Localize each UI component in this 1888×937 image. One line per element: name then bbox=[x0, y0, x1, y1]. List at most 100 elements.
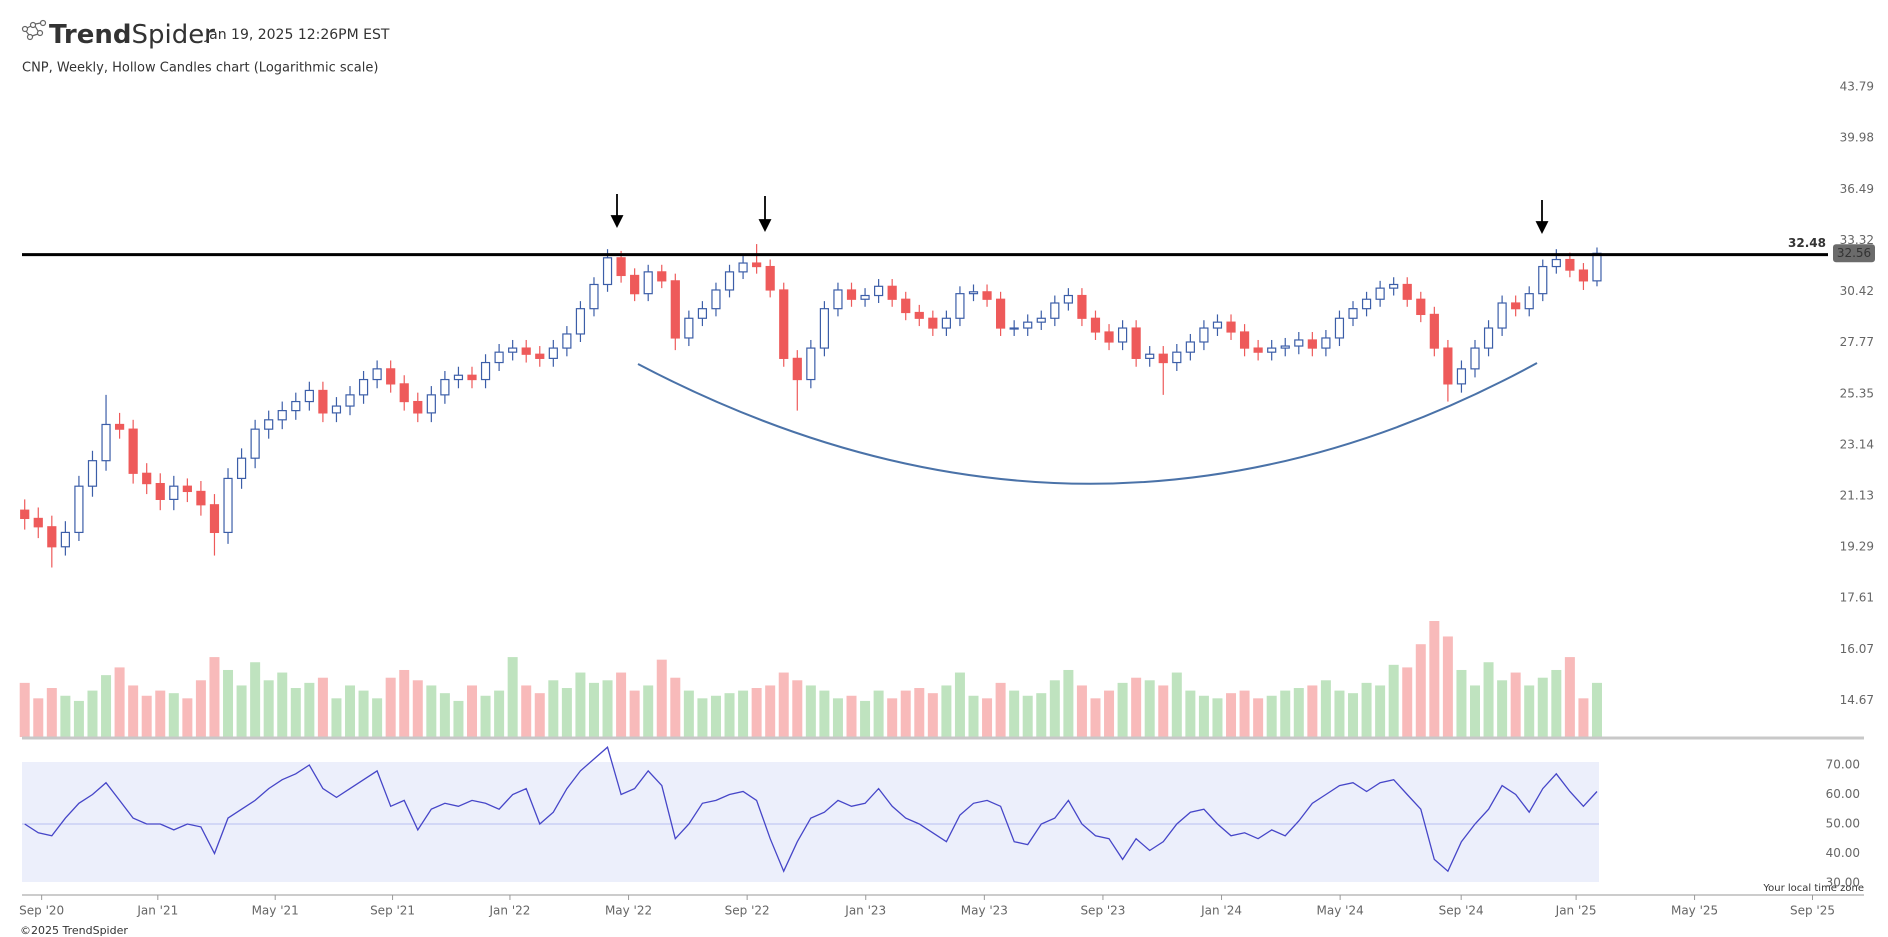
volume-bar bbox=[168, 693, 179, 737]
candle-body bbox=[114, 423, 125, 430]
candle-body bbox=[467, 374, 477, 381]
volume-bar bbox=[588, 682, 599, 737]
candle-body bbox=[223, 477, 233, 534]
volume-bar bbox=[1348, 693, 1359, 737]
y-tick-label: 17.61 bbox=[1840, 591, 1874, 605]
volume-bar bbox=[1117, 682, 1128, 737]
candle-body bbox=[968, 291, 979, 295]
rsi-line bbox=[24, 746, 1598, 873]
volume-bar bbox=[846, 695, 857, 737]
volume-bar bbox=[860, 700, 871, 737]
copyright: ©2025 TrendSpider bbox=[20, 924, 128, 937]
y-tick-label: 27.77 bbox=[1840, 335, 1874, 349]
volume-bar bbox=[778, 672, 789, 737]
candle-body bbox=[1090, 317, 1101, 333]
volume-bar bbox=[290, 688, 301, 737]
volume-bar bbox=[209, 657, 220, 737]
candle-body bbox=[1036, 317, 1046, 323]
volume-bar bbox=[1253, 698, 1264, 737]
candle-body bbox=[1050, 302, 1060, 319]
volume-bar bbox=[548, 680, 559, 737]
candle-body bbox=[752, 262, 762, 268]
candle-body bbox=[521, 347, 531, 355]
volume-bar bbox=[914, 688, 925, 737]
volume-bar bbox=[19, 682, 30, 737]
volume-bar bbox=[616, 672, 627, 737]
price-layer: 43.79 39.98 36.49 33.32 30.42 27.77 25.35 23.14… bbox=[20, 80, 1874, 707]
volume-bar bbox=[832, 698, 843, 737]
volume-bar bbox=[345, 685, 356, 737]
volume-bar bbox=[1171, 672, 1182, 737]
candle-body bbox=[182, 485, 192, 493]
volume-bar bbox=[182, 698, 193, 737]
x-tick-label: May '22 bbox=[605, 904, 652, 918]
candle-body bbox=[1389, 283, 1399, 289]
candle-body bbox=[589, 283, 599, 310]
x-tick-label: May '24 bbox=[1317, 904, 1364, 918]
candle-body bbox=[548, 347, 558, 359]
candle-body bbox=[1158, 353, 1168, 364]
volume-bar bbox=[1524, 685, 1535, 737]
volume-bar bbox=[385, 677, 396, 737]
volume-bar bbox=[1266, 695, 1277, 737]
volume-bar bbox=[683, 690, 694, 737]
volume-bar bbox=[101, 675, 112, 737]
volume-bar bbox=[277, 672, 288, 737]
rsi-panel bbox=[22, 762, 1599, 882]
volume-bar bbox=[1402, 667, 1413, 737]
volume-bar bbox=[1280, 690, 1291, 737]
volume-bar bbox=[1198, 695, 1209, 737]
candle-body bbox=[47, 526, 57, 548]
volume-bar bbox=[670, 677, 681, 737]
candle-body bbox=[806, 347, 816, 381]
volume-bar bbox=[995, 682, 1006, 737]
candle-body bbox=[1063, 294, 1073, 304]
volume-bar bbox=[439, 693, 450, 737]
candle-body bbox=[1511, 302, 1521, 310]
candle-body bbox=[1226, 321, 1236, 333]
candle-body bbox=[1375, 287, 1385, 300]
volume-bar bbox=[1022, 695, 1033, 737]
y-tick-label: 43.79 bbox=[1840, 80, 1874, 94]
volume-bar bbox=[1239, 690, 1250, 737]
rsi-tick-label: 40.00 bbox=[1826, 846, 1860, 860]
rsi-tick-label: 70.00 bbox=[1826, 757, 1860, 771]
volume-bar bbox=[900, 690, 911, 737]
volume-bar bbox=[236, 685, 247, 737]
candle-body bbox=[1578, 269, 1589, 282]
y-tick-label: 16.07 bbox=[1840, 642, 1874, 656]
volume-bar bbox=[982, 698, 993, 737]
volume-bar bbox=[304, 682, 315, 737]
candle-body bbox=[955, 293, 965, 319]
volume-bar bbox=[1551, 669, 1562, 737]
last-price-badge bbox=[1833, 244, 1875, 263]
candle-body bbox=[277, 410, 287, 421]
candle-body bbox=[1239, 331, 1250, 349]
volume-bar bbox=[1076, 685, 1087, 737]
candle-body bbox=[711, 289, 721, 310]
candle-body bbox=[1253, 347, 1263, 353]
x-tick-label: Sep '22 bbox=[725, 904, 770, 918]
volume-bar bbox=[927, 693, 938, 737]
volume-bar bbox=[710, 695, 721, 737]
rsi-tick-label: 50.00 bbox=[1826, 816, 1860, 830]
volume-bar bbox=[1375, 685, 1386, 737]
rsi-tick-label: 30.00 bbox=[1826, 876, 1860, 890]
x-tick-label: Sep '23 bbox=[1080, 904, 1125, 918]
volume-bar bbox=[46, 688, 57, 737]
volume-bar bbox=[1510, 672, 1521, 737]
candle-body bbox=[1592, 252, 1602, 282]
volume-bar bbox=[873, 690, 884, 737]
volume-bar bbox=[643, 685, 654, 737]
candle-body bbox=[331, 405, 342, 414]
volume-bar bbox=[1415, 644, 1426, 737]
candle-body bbox=[819, 308, 830, 349]
candle-body bbox=[453, 374, 464, 381]
volume-bar bbox=[1429, 621, 1440, 737]
candle-body bbox=[1267, 347, 1277, 353]
volume-bar bbox=[1212, 698, 1223, 737]
volume-bar bbox=[697, 698, 708, 737]
volume-bar bbox=[805, 685, 816, 737]
volume-bar bbox=[1226, 693, 1237, 737]
